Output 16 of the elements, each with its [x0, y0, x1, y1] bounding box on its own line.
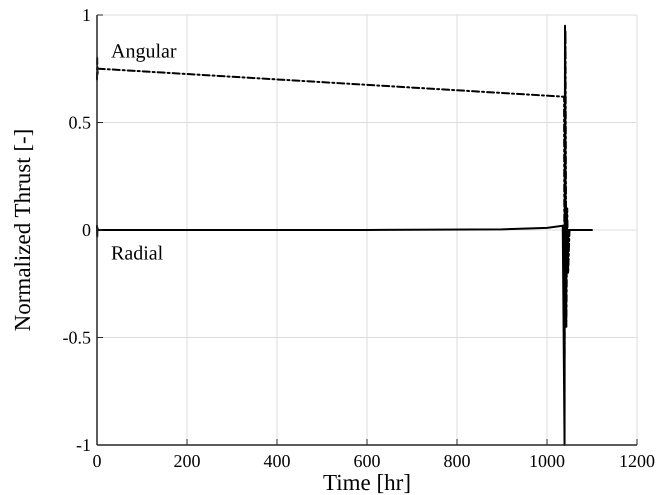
x-axis-title: Time [hr]	[323, 470, 411, 495]
x-tick-label: 200	[174, 451, 200, 471]
y-tick-label: -1	[76, 435, 91, 455]
x-tick-label: 1000	[529, 451, 565, 471]
line-series	[96, 24, 593, 446]
series-label: Angular	[111, 40, 177, 62]
x-tick-label: 1200	[619, 451, 655, 471]
y-tick-label: 0.5	[68, 112, 91, 132]
x-tick-label: 400	[264, 451, 290, 471]
x-tick-label: 800	[444, 451, 470, 471]
y-tick-label: 1	[82, 5, 91, 25]
y-tick-label: 0	[82, 220, 91, 240]
y-tick-label: -0.5	[62, 328, 91, 348]
y-axis-title: Normalized Thrust [-]	[10, 128, 35, 332]
x-tick-label: 600	[354, 451, 380, 471]
series-label: Radial	[111, 242, 164, 265]
